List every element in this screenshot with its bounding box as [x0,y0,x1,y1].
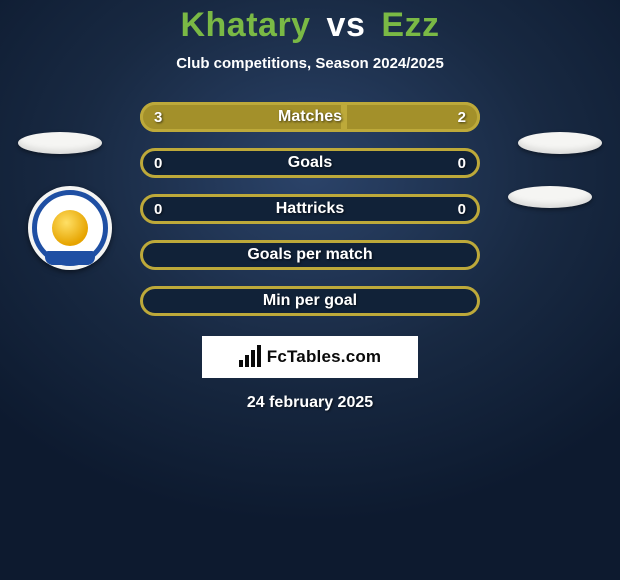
player-photo-right-placeholder [518,132,602,154]
title-vs: vs [327,6,366,44]
watermark: FcTables.com [202,336,418,378]
bar-label: Goals [140,148,480,178]
club-badge-core [52,210,88,246]
club-badge-ribbon [45,251,95,265]
stat-bar-min-per-goal: Min per goal [140,286,480,316]
player-photo-left-placeholder [18,132,102,154]
club-badge-ring [32,190,108,266]
bar-value-right: 0 [458,148,466,178]
bar-value-left: 0 [154,194,162,224]
bar-value-left: 3 [154,102,162,132]
title-player1: Khatary [180,6,310,44]
watermark-text: FcTables.com [267,347,382,367]
club-logo-left [28,186,112,270]
club-logo-right-placeholder [508,186,592,208]
bar-value-right: 0 [458,194,466,224]
bar-label: Matches [140,102,480,132]
stat-bar-goals-per-match: Goals per match [140,240,480,270]
bar-value-right: 2 [458,102,466,132]
bar-value-left: 0 [154,148,162,178]
stat-bar-hattricks: Hattricks0 0 [140,194,480,224]
bar-label: Goals per match [140,240,480,270]
bar-chart-icon [239,347,261,367]
bar-label: Hattricks [140,194,480,224]
title-player2: Ezz [381,6,439,44]
stat-bar-goals: Goals0 0 [140,148,480,178]
stat-bar-matches: Matches3 2 [140,102,480,132]
generation-date: 24 february 2025 [0,394,620,412]
bar-label: Min per goal [140,286,480,316]
page-title: Khatary vs Ezz [0,6,620,45]
subtitle: Club competitions, Season 2024/2025 [0,55,620,72]
